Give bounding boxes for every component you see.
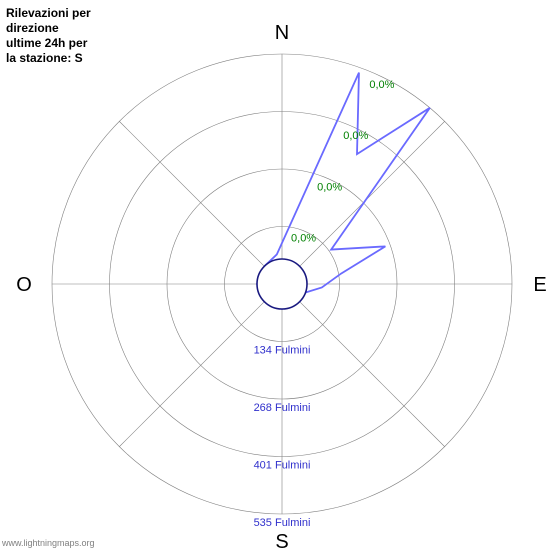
grid-spoke bbox=[300, 121, 445, 266]
cardinal-e: E bbox=[533, 274, 546, 296]
footer-credit: www.lightningmaps.org bbox=[2, 538, 95, 548]
grid-spoke bbox=[300, 302, 445, 447]
ring-label: 268 Fulmini bbox=[254, 402, 311, 414]
center-circle bbox=[257, 259, 307, 309]
polar-chart: 134 Fulmini 268 Fulmini 401 Fulmini 535 Ful… bbox=[0, 0, 550, 550]
percent-label: 0,0% bbox=[317, 181, 342, 193]
grid-spoke bbox=[119, 302, 264, 447]
cardinal-w: O bbox=[16, 274, 32, 296]
ring-label: 134 Fulmini bbox=[254, 345, 311, 357]
percent-label: 0,0% bbox=[369, 79, 394, 91]
percent-label: 0,0% bbox=[291, 233, 316, 245]
ring-label: 401 Fulmini bbox=[254, 460, 311, 472]
cardinal-n: N bbox=[275, 22, 289, 44]
grid-spoke bbox=[119, 121, 264, 266]
percent-label: 0,0% bbox=[343, 130, 368, 142]
ring-label: 535 Fulmini bbox=[254, 517, 311, 529]
cardinal-s: S bbox=[275, 531, 288, 550]
